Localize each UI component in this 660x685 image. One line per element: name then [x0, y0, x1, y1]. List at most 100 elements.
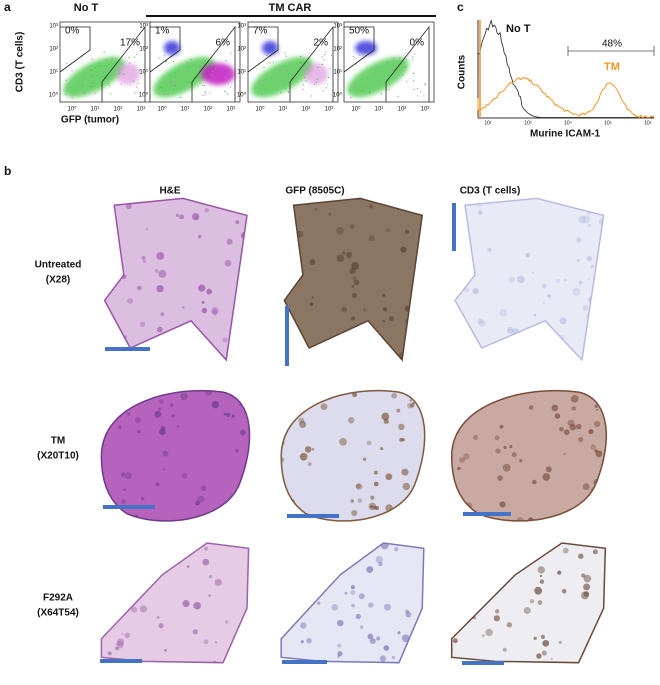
- y-tick-label: 10³: [49, 24, 58, 30]
- tissue-texture: [403, 198, 411, 205]
- tissue-texture: [301, 198, 305, 201]
- tissue-texture: [127, 412, 131, 416]
- tissue-texture: [311, 296, 314, 299]
- tissue-texture: [282, 602, 286, 606]
- event-dot: [287, 73, 289, 76]
- tissue-texture: [355, 613, 362, 620]
- x-tick-label: 10¹: [279, 107, 288, 113]
- event-dot: [349, 89, 351, 92]
- tissue-texture: [468, 358, 473, 360]
- tissue-texture: [597, 487, 600, 490]
- tissue-texture: [380, 447, 384, 451]
- event-dot: [66, 62, 68, 65]
- event-dot: [173, 88, 175, 90]
- tissue-texture: [274, 199, 280, 205]
- column-header: GFP (8505C): [285, 186, 344, 197]
- cell-cloud: [251, 56, 313, 98]
- event-dot: [420, 90, 422, 93]
- flow-plot: 0% 17% 10³ 10² 10¹ 10⁰ 10⁰ 10¹ 10² 10³: [49, 21, 151, 113]
- tissue-texture: [94, 212, 100, 218]
- tissue-texture: [176, 425, 180, 428]
- tissue-texture: [486, 580, 492, 586]
- tissue-texture: [419, 626, 424, 634]
- tissue-texture: [578, 215, 586, 224]
- tissue-texture: [223, 412, 227, 416]
- event-dot: [329, 67, 331, 70]
- event-dot: [205, 93, 207, 96]
- event-dot: [158, 57, 160, 59]
- tissue-texture: [337, 619, 344, 627]
- tissue-texture: [235, 448, 240, 453]
- tissue-texture: [223, 201, 229, 207]
- tissue-texture: [562, 547, 569, 554]
- event-dot: [417, 95, 419, 97]
- tissue-texture: [195, 500, 200, 506]
- tissue-texture: [366, 440, 372, 446]
- tissue-edge: [105, 198, 247, 360]
- tissue-texture: [463, 453, 470, 460]
- event-dot: [416, 87, 419, 89]
- event-dot: [324, 53, 326, 56]
- tissue-texture: [336, 254, 345, 262]
- event-dot: [402, 74, 404, 76]
- x-tick-label: 10²: [302, 107, 311, 113]
- event-dot: [362, 86, 365, 88]
- event-dot: [263, 66, 265, 68]
- tissue-texture: [478, 210, 483, 215]
- tissue-texture: [528, 331, 532, 335]
- tissue-texture: [231, 414, 235, 418]
- column-header: CD3 (T cells): [460, 186, 521, 197]
- tissue-texture: [131, 572, 137, 578]
- tissue-texture: [528, 405, 534, 410]
- tissue-texture: [336, 227, 344, 235]
- tissue-texture: [276, 323, 281, 328]
- tissue-texture: [497, 556, 502, 561]
- tissue-texture: [423, 537, 428, 542]
- event-dot: [352, 86, 355, 88]
- tissue-texture: [583, 574, 592, 583]
- tissue-texture: [388, 316, 395, 322]
- tissue-texture: [547, 294, 551, 298]
- tissue-texture: [451, 602, 460, 611]
- tissue-texture: [310, 562, 316, 569]
- event-dot: [412, 59, 414, 61]
- tissue-texture: [410, 500, 413, 504]
- tissue-texture: [370, 495, 375, 500]
- tissue-texture: [146, 355, 153, 360]
- tissue-texture: [127, 297, 134, 304]
- tissue-texture: [359, 625, 364, 629]
- tissue-texture: [601, 227, 604, 235]
- event-dot: [266, 54, 268, 57]
- tissue-texture: [551, 404, 559, 412]
- event-dot: [393, 57, 395, 60]
- tissue-texture: [423, 625, 424, 632]
- tissue-texture: [191, 212, 200, 221]
- x-tick-label: 10³: [421, 107, 430, 113]
- event-dot: [321, 56, 324, 58]
- gate-percent: 48%: [602, 39, 622, 50]
- tissue-texture: [457, 594, 466, 602]
- tissue-texture: [252, 410, 257, 415]
- event-dot: [91, 75, 93, 78]
- flow-plot: 1% 6% 10³ 10² 10¹ 10⁰ 10⁰ 10¹ 10² 10³: [139, 21, 241, 113]
- gate: [59, 26, 91, 73]
- event-dot: [199, 82, 201, 84]
- cell-cloud: [63, 56, 125, 98]
- event-dot: [111, 57, 113, 59]
- tissue-texture: [578, 553, 584, 559]
- event-dot: [325, 51, 327, 53]
- tissue-texture: [588, 295, 597, 304]
- event-dot: [412, 56, 414, 58]
- tissue-texture: [288, 551, 295, 558]
- tissue-texture: [114, 335, 117, 338]
- event-dot: [94, 92, 96, 94]
- tissue-texture: [120, 472, 126, 477]
- event-dot: [405, 58, 407, 60]
- tissue-texture: [137, 430, 141, 434]
- tissue-section: [94, 198, 248, 360]
- event-dot: [91, 58, 93, 60]
- tissue-texture: [165, 553, 173, 561]
- event-dot: [262, 80, 264, 82]
- gate-percent: 0%: [410, 38, 425, 49]
- tissue-fill: [101, 390, 250, 521]
